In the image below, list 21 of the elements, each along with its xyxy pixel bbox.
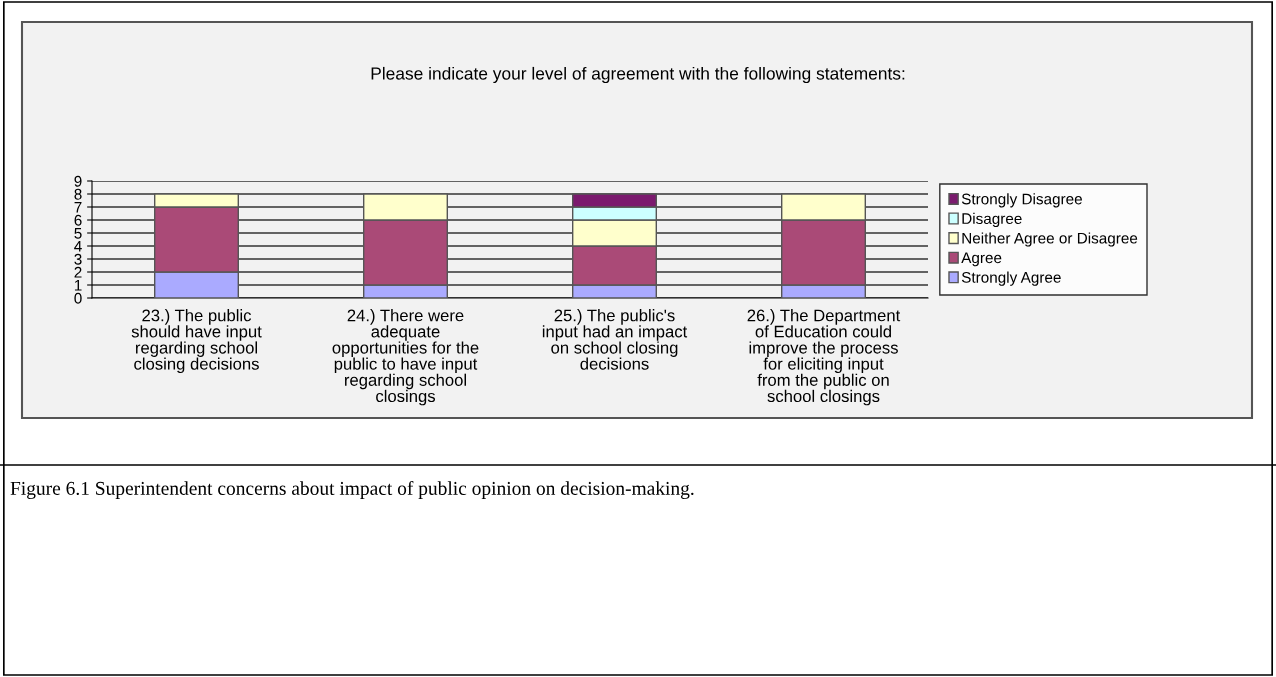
legend-label: Strongly Disagree	[961, 193, 1082, 208]
x-tick-label: 26.) The Department of Education could improve the process for eliciting input from the public on school closings	[747, 309, 901, 406]
y-tick-label: 5	[74, 228, 82, 239]
y-tick-label: 7	[74, 202, 82, 213]
legend-label: Strongly Agree	[961, 271, 1061, 286]
x-tick-label: 23.) The public should have input regarding school closing decisions	[131, 309, 262, 374]
legend-label: Agree	[961, 252, 1002, 267]
y-tick-label: 8	[74, 188, 82, 200]
y-tick-label: 9	[74, 175, 82, 187]
x-tick-label: 24.) There were adequate opportunities for the public to have input regarding school closings	[332, 309, 479, 406]
y-tick-label: 2	[74, 266, 82, 278]
chart-title: Please indicate your level of agreement with the following statements:	[371, 66, 905, 84]
y-tick-label: 0	[74, 292, 82, 304]
y-tick-label: 6	[74, 214, 82, 226]
y-tick-label: 4	[74, 241, 82, 252]
caption: Figure 6.1 Superintendent concerns about impact of public opinion on decision-making.	[10, 481, 694, 499]
y-tick-label: 1	[74, 280, 82, 291]
y-tick-label: 3	[74, 253, 82, 265]
x-tick-label: 25.) The public's input had an impact on school closing decisions	[542, 309, 688, 370]
legend-label: Disagree	[962, 212, 1022, 228]
legend-label: Neither Agree or Disagree	[962, 232, 1138, 247]
